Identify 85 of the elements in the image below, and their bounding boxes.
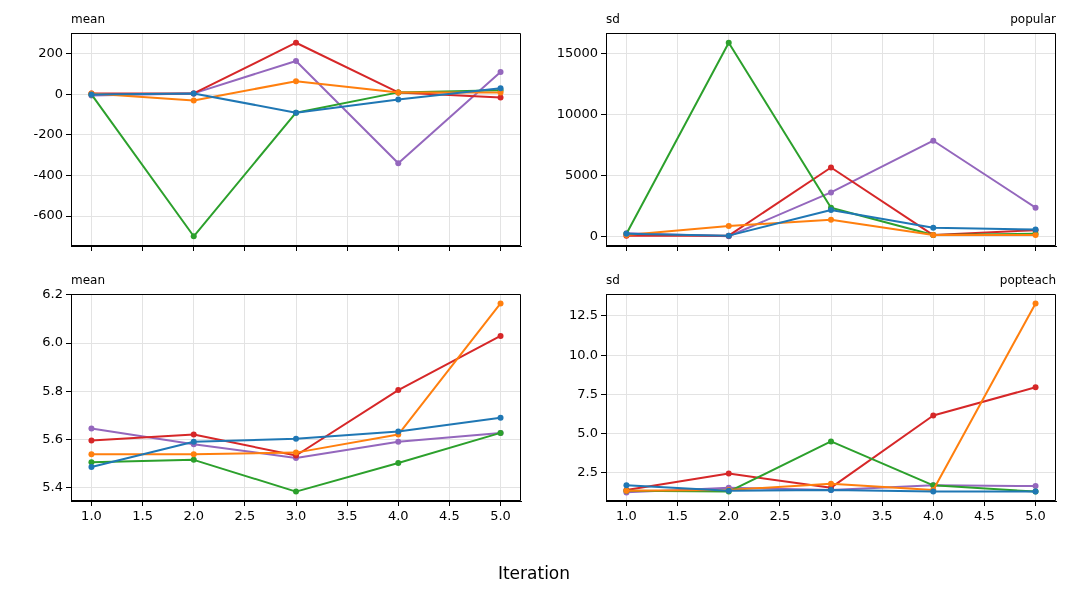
point bbox=[395, 387, 402, 394]
y-tick-label: 10.0 bbox=[569, 346, 598, 362]
chart-title: sd bbox=[606, 273, 620, 287]
point bbox=[828, 438, 834, 445]
point bbox=[190, 456, 197, 463]
x-tick-label: 1.0 bbox=[81, 508, 102, 524]
point bbox=[190, 431, 197, 438]
x-tick-label: 4.5 bbox=[439, 508, 460, 524]
point bbox=[88, 437, 95, 444]
point bbox=[1032, 384, 1039, 391]
point bbox=[828, 164, 834, 171]
x-tick-label: 5.0 bbox=[1025, 508, 1046, 524]
point bbox=[930, 137, 937, 144]
point bbox=[725, 222, 732, 229]
y-tick-label: 5.4 bbox=[42, 478, 63, 494]
y-tick-label: -200 bbox=[33, 126, 63, 142]
point bbox=[1032, 483, 1039, 490]
point bbox=[293, 488, 299, 495]
chart-title: sd bbox=[606, 12, 620, 26]
y-tick-label: 0 bbox=[54, 85, 63, 101]
point bbox=[88, 451, 95, 458]
chart-title: mean bbox=[71, 273, 106, 287]
chart-subtitle: popteach bbox=[999, 273, 1056, 287]
x-tick-label: 2.5 bbox=[769, 508, 791, 524]
point bbox=[930, 412, 937, 419]
point bbox=[88, 425, 95, 432]
point bbox=[293, 57, 299, 64]
y-tick-label: 5.6 bbox=[42, 430, 63, 446]
y-tick-label: 5000 bbox=[564, 166, 598, 182]
point bbox=[725, 470, 732, 477]
point bbox=[930, 224, 937, 231]
y-tick-label: 12.5 bbox=[569, 307, 598, 323]
point bbox=[395, 160, 402, 167]
point bbox=[293, 435, 299, 442]
point bbox=[828, 480, 834, 487]
x-tick-label: 4.0 bbox=[922, 508, 944, 524]
point bbox=[395, 438, 402, 445]
x-tick-label: 3.0 bbox=[285, 508, 307, 524]
point bbox=[1032, 300, 1039, 307]
chart-subtitle: popular bbox=[1010, 12, 1057, 26]
x-tick-label: 3.5 bbox=[336, 508, 358, 524]
point bbox=[1032, 204, 1039, 211]
y-tick-label: -600 bbox=[33, 207, 63, 223]
x-tick-label: 3.0 bbox=[820, 508, 842, 524]
x-tick-label: 4.5 bbox=[974, 508, 995, 524]
point bbox=[497, 69, 504, 76]
point bbox=[497, 300, 504, 307]
x-tick-label: 5.0 bbox=[490, 508, 511, 524]
y-tick-label: 2.5 bbox=[577, 464, 598, 480]
y-tick-label: 200 bbox=[38, 45, 63, 61]
y-tick-label: 0 bbox=[589, 227, 598, 243]
x-tick-label: 1.5 bbox=[667, 508, 688, 524]
point bbox=[497, 332, 504, 339]
point bbox=[395, 459, 402, 466]
point bbox=[190, 233, 197, 240]
point bbox=[497, 94, 504, 101]
point bbox=[623, 482, 630, 489]
x-tick-label: 3.5 bbox=[871, 508, 893, 524]
point bbox=[497, 414, 504, 421]
x-tick-label: 1.0 bbox=[616, 508, 637, 524]
point bbox=[725, 39, 732, 46]
x-tick-label: 4.0 bbox=[387, 508, 409, 524]
x-axis-title: Iteration bbox=[496, 563, 572, 583]
point bbox=[293, 39, 299, 46]
point bbox=[190, 97, 197, 104]
y-tick-label: 6.0 bbox=[42, 334, 63, 350]
y-tick-label: -400 bbox=[33, 166, 63, 182]
point bbox=[395, 96, 402, 103]
y-tick-label: 5.0 bbox=[577, 424, 598, 440]
y-tick-label: 15000 bbox=[556, 45, 598, 61]
point bbox=[293, 78, 299, 85]
chart-title: mean bbox=[71, 12, 106, 26]
x-tick-label: 2.0 bbox=[183, 508, 205, 524]
point bbox=[828, 216, 834, 223]
y-tick-label: 10000 bbox=[556, 105, 598, 121]
y-tick-label: 7.5 bbox=[577, 385, 598, 401]
y-tick-label: 6.2 bbox=[42, 286, 63, 302]
point bbox=[828, 189, 834, 196]
x-tick-label: 1.5 bbox=[132, 508, 153, 524]
x-tick-label: 2.5 bbox=[234, 508, 256, 524]
y-tick-label: 5.8 bbox=[42, 382, 63, 398]
point bbox=[88, 459, 95, 466]
point bbox=[88, 464, 95, 471]
x-tick-label: 2.0 bbox=[718, 508, 740, 524]
point bbox=[190, 451, 197, 458]
